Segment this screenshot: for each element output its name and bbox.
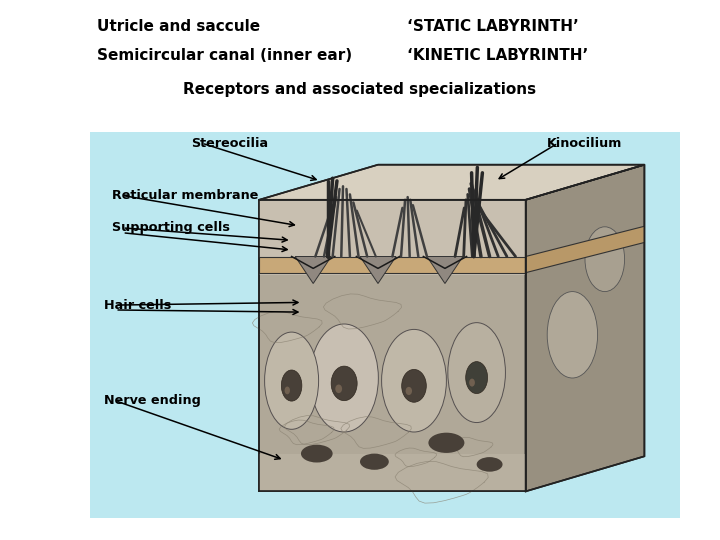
Polygon shape [259, 165, 644, 200]
FancyBboxPatch shape [90, 132, 680, 518]
Text: Semicircular canal (inner ear): Semicircular canal (inner ear) [97, 48, 352, 63]
Ellipse shape [469, 379, 475, 387]
Text: Hair cells: Hair cells [104, 299, 171, 312]
Ellipse shape [547, 292, 598, 378]
Ellipse shape [329, 327, 359, 347]
Polygon shape [526, 226, 644, 273]
Text: Supporting cells: Supporting cells [112, 221, 230, 234]
Ellipse shape [284, 387, 290, 394]
Ellipse shape [466, 362, 487, 394]
Ellipse shape [464, 326, 490, 343]
Ellipse shape [402, 369, 426, 402]
Ellipse shape [279, 335, 304, 353]
Ellipse shape [405, 387, 412, 395]
Text: Utricle and saccule: Utricle and saccule [97, 19, 261, 34]
Ellipse shape [428, 433, 464, 453]
Ellipse shape [301, 445, 333, 462]
Ellipse shape [477, 457, 503, 472]
Polygon shape [259, 200, 526, 491]
Ellipse shape [310, 324, 379, 432]
Polygon shape [427, 256, 463, 284]
Polygon shape [526, 165, 644, 491]
Ellipse shape [400, 333, 428, 351]
Polygon shape [295, 256, 331, 284]
Text: Reticular membrane: Reticular membrane [112, 189, 258, 202]
Ellipse shape [282, 370, 302, 401]
Ellipse shape [360, 454, 389, 470]
Polygon shape [259, 454, 526, 491]
Polygon shape [259, 200, 526, 275]
Text: Kinocilium: Kinocilium [547, 137, 623, 150]
Ellipse shape [331, 366, 357, 401]
Polygon shape [259, 256, 526, 273]
Polygon shape [360, 256, 396, 284]
Text: Receptors and associated specializations: Receptors and associated specializations [184, 82, 536, 97]
Ellipse shape [265, 332, 319, 429]
Text: ‘KINETIC LABYRINTH’: ‘KINETIC LABYRINTH’ [407, 48, 588, 63]
Text: ‘STATIC LABYRINTH’: ‘STATIC LABYRINTH’ [407, 19, 579, 34]
Ellipse shape [448, 322, 505, 422]
Text: Stereocilia: Stereocilia [191, 137, 268, 150]
Ellipse shape [336, 384, 342, 393]
Text: Nerve ending: Nerve ending [104, 394, 202, 407]
Ellipse shape [382, 329, 446, 432]
Ellipse shape [585, 227, 624, 292]
